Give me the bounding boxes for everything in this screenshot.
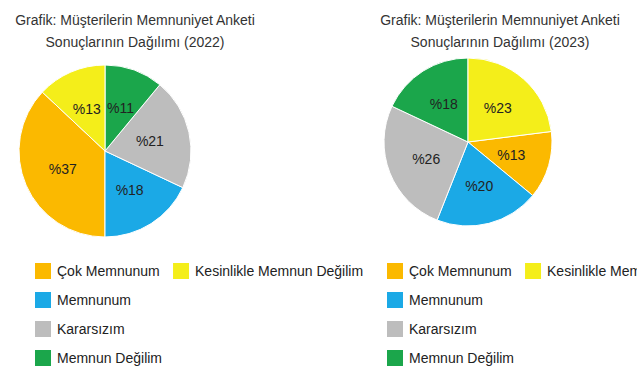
svg-text:Grafik: Müşterilerin Memnuniye: Grafik: Müşterilerin Memnuniyet Anketi <box>15 12 255 28</box>
svg-text:%23: %23 <box>484 100 512 116</box>
svg-text:%13: %13 <box>73 101 101 117</box>
svg-text:Memnunum: Memnunum <box>409 292 483 308</box>
svg-text:%13: %13 <box>497 147 525 163</box>
svg-text:Kararsızım: Kararsızım <box>57 321 125 337</box>
svg-text:Kesinlikle Memnun Değilim: Kesinlikle Memnun Değilim <box>547 263 637 279</box>
svg-text:%20: %20 <box>465 178 493 194</box>
svg-text:Kesinlikle Memnun Değilim: Kesinlikle Memnun Değilim <box>195 263 363 279</box>
svg-text:%26: %26 <box>412 151 440 167</box>
svg-text:Kararsızım: Kararsızım <box>409 321 477 337</box>
svg-text:Sonuçlarının Dağılımı (2022): Sonuçlarının Dağılımı (2022) <box>46 34 225 50</box>
svg-text:Sonuçlarının Dağılımı (2023): Sonuçlarının Dağılımı (2023) <box>411 34 590 50</box>
svg-text:%18: %18 <box>430 96 458 112</box>
svg-text:Çok Memnunum: Çok Memnunum <box>409 263 512 279</box>
svg-text:Memnunum: Memnunum <box>57 292 131 308</box>
svg-text:Memnun Değilim: Memnun Değilim <box>409 350 514 366</box>
svg-text:%21: %21 <box>136 133 164 149</box>
svg-text:%37: %37 <box>49 161 77 177</box>
svg-text:%11: %11 <box>107 100 134 116</box>
svg-text:Memnun Değilim: Memnun Değilim <box>57 350 162 366</box>
svg-text:Çok Memnunum: Çok Memnunum <box>57 263 160 279</box>
svg-text:%18: %18 <box>116 182 144 198</box>
svg-text:Grafik: Müşterilerin Memnuniye: Grafik: Müşterilerin Memnuniyet Anketi <box>380 12 620 28</box>
